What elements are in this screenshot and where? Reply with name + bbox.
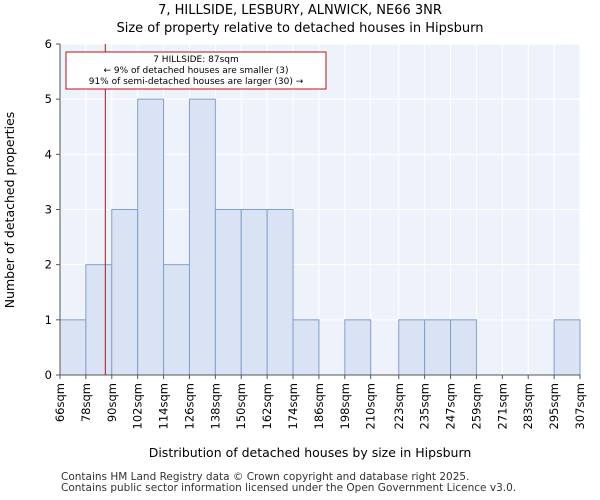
bar	[59, 319, 87, 376]
x-tick-label: 235sqm	[418, 383, 432, 429]
x-tick-label: 66sqm	[53, 383, 67, 422]
chart-title: 7, HILLSIDE, LESBURY, ALNWICK, NE66 3NR	[158, 3, 442, 18]
x-tick-label: 114sqm	[157, 383, 171, 429]
x-tick-label: 90sqm	[105, 383, 119, 422]
x-tick-label: 259sqm	[469, 383, 483, 429]
x-tick-label: 198sqm	[338, 383, 352, 429]
y-axis-label: Number of detached properties	[2, 112, 17, 309]
bar	[292, 319, 320, 376]
x-tick-label: 138sqm	[208, 383, 222, 429]
x-tick-label: 271sqm	[495, 383, 509, 429]
y-tick-label: 2	[45, 258, 52, 272]
chart-title-block: 7, HILLSIDE, LESBURY, ALNWICK, NE66 3NR …	[0, 2, 600, 38]
x-tick-label: 102sqm	[131, 383, 145, 429]
bar	[450, 319, 477, 376]
y-tick-label: 6	[45, 37, 52, 51]
bar	[111, 209, 139, 376]
annotation-frame	[65, 51, 327, 90]
x-axis-label: Distribution of detached houses by size …	[149, 445, 472, 460]
y-axis: 0 1 2 3 4 5 6	[45, 37, 61, 382]
bar	[137, 98, 165, 376]
x-axis: 66sqm 78sqm 90sqm 102sqm 114sqm 126sqm 138sqm 1…	[53, 374, 587, 429]
bar	[344, 319, 372, 376]
bar	[266, 209, 294, 376]
annotation-line-2: ← 9% of detached houses are smaller (3)	[103, 66, 288, 76]
bar	[163, 264, 190, 376]
x-tick-label: 223sqm	[392, 383, 406, 429]
y-tick-label: 3	[45, 203, 52, 217]
bar	[85, 264, 113, 376]
x-tick-label: 174sqm	[286, 383, 300, 429]
x-tick-label: 247sqm	[444, 383, 458, 429]
bar	[188, 98, 216, 376]
x-tick-label: 186sqm	[312, 383, 326, 429]
footer-line-1: Contains HM Land Registry data © Crown c…	[61, 471, 470, 483]
x-tick-label: 210sqm	[364, 383, 378, 429]
x-tick-label: 162sqm	[260, 383, 274, 429]
bar	[214, 209, 242, 376]
x-tick-label: 307sqm	[573, 383, 587, 429]
footer-line-2: Contains public sector information licen…	[61, 482, 517, 494]
bar	[398, 319, 426, 376]
bar	[424, 319, 452, 376]
x-tick-label: 283sqm	[521, 383, 535, 429]
x-tick-label: 150sqm	[234, 383, 248, 429]
chart-subtitle: Size of property relative to detached ho…	[116, 21, 484, 36]
y-tick-label: 4	[45, 147, 52, 161]
annotation-box: 7 HILLSIDE: 87sqm ← 9% of detached house…	[65, 51, 327, 90]
y-tick-label: 0	[45, 368, 52, 382]
y-tick-label: 5	[45, 92, 52, 106]
footer: Contains HM Land Registry data © Crown c…	[61, 472, 516, 494]
y-tick-label: 1	[45, 313, 52, 327]
annotation-line-1: 7 HILLSIDE: 87sqm	[153, 55, 239, 65]
x-tick-label: 78sqm	[79, 383, 93, 422]
annotation-line-3: 91% of semi-detached houses are larger (…	[89, 77, 304, 87]
x-tick-label: 126sqm	[182, 383, 196, 429]
x-tick-label: 295sqm	[547, 383, 561, 429]
bar	[553, 319, 581, 376]
bar	[240, 209, 268, 376]
